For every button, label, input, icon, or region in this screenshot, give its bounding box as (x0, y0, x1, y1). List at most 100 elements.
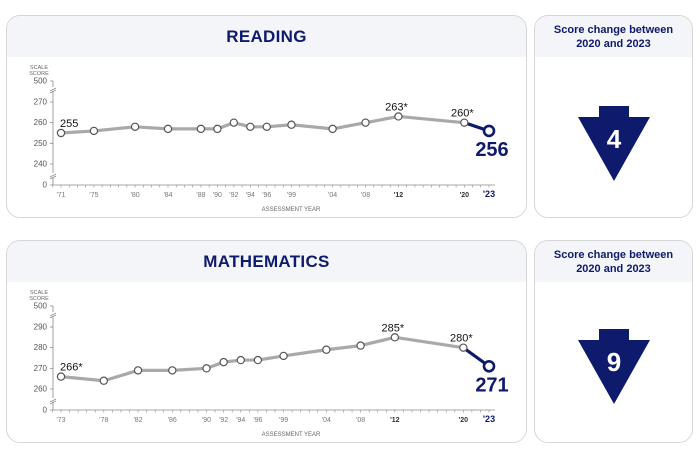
mathematics-change-value: 9 (606, 347, 620, 377)
reading-chart-card: READING SCALE SCORE 0 240 250 260 270 500 '71 '75… (6, 15, 527, 218)
data-point (322, 345, 331, 354)
data-point (56, 372, 66, 381)
x-tick-label: '86 (168, 417, 177, 424)
trend-line (60, 114, 465, 135)
trend-line (60, 335, 464, 383)
reading-title: READING (7, 16, 526, 57)
svg-text:SCORE: SCORE (29, 296, 49, 302)
data-point (163, 124, 173, 134)
y-tick-label: 240 (34, 160, 48, 169)
data-point (89, 126, 99, 136)
mathematics-change-card: Score change between 2020 and 2023 9 (534, 240, 693, 443)
y-tick-label: 280 (34, 343, 48, 352)
data-point (262, 122, 271, 132)
x-tick-label: '99 (287, 192, 296, 199)
x-tick-label: '84 (163, 192, 172, 199)
data-point (219, 357, 228, 367)
data-point (390, 333, 400, 342)
x-axis-label: ASSESSMENT YEAR (262, 207, 321, 213)
mathematics-title: MATHEMATICS (7, 241, 526, 282)
y-tick-label: 290 (34, 323, 48, 332)
x-tick-label: '08 (356, 417, 365, 424)
data-point (482, 359, 496, 373)
score-label: 285* (382, 322, 405, 334)
y-tick-label: 250 (34, 139, 48, 148)
y-axis-label: SCALE (30, 290, 48, 296)
x-tick-label: '20 (460, 192, 470, 199)
x-tick-label: '73 (56, 417, 65, 424)
data-point (196, 124, 206, 134)
score-label: 260* (451, 108, 474, 120)
y-tick-label: 500 (34, 77, 48, 86)
data-point (229, 118, 239, 127)
reading-change-title: Score change between 2020 and 2023 (535, 16, 692, 57)
x-tick-label: '71 (56, 192, 65, 199)
reading-change-value: 4 (606, 124, 621, 154)
mathematics-change-title: Score change between 2020 and 2023 (535, 241, 692, 282)
data-point (328, 124, 337, 134)
data-point (246, 122, 255, 132)
data-point (99, 376, 109, 385)
x-tick-label: '78 (99, 417, 108, 424)
x-tick-label: '92 (229, 192, 238, 199)
y-tick-label: 270 (34, 364, 48, 373)
data-point (394, 112, 403, 121)
data-point (202, 364, 211, 373)
data-point (168, 366, 177, 375)
x-tick-label: '82 (133, 417, 142, 424)
data-point (236, 355, 245, 365)
x-tick-label: '99 (279, 417, 288, 424)
down-arrow-icon: 4 (577, 106, 650, 181)
data-point (56, 128, 66, 138)
x-tick-label: '12 (394, 192, 404, 199)
x-tick-label: '90 (202, 417, 211, 424)
x-tick-label: '90 (213, 192, 222, 199)
data-point (460, 118, 469, 127)
y-tick-label: 270 (34, 98, 48, 107)
x-tick-label: '20 (459, 417, 469, 424)
svg-text:SCORE: SCORE (29, 71, 49, 77)
mathematics-chart-card: MATHEMATICS SCALE SCORE 0 260 270 280 290 500 '7… (6, 240, 527, 443)
x-tick-label: '94 (246, 192, 255, 199)
data-point (356, 341, 365, 350)
data-point (459, 343, 468, 352)
latest-score-label: 256 (475, 139, 508, 161)
x-tick-label: '92 (219, 417, 228, 424)
down-arrow-icon: 9 (577, 329, 650, 404)
x-tick-label: '04 (322, 417, 331, 424)
data-point (279, 351, 288, 361)
y-tick-label: 0 (43, 406, 48, 415)
x-tick-label: '80 (131, 192, 140, 199)
x-tick-label: '88 (196, 192, 205, 199)
data-point (130, 122, 140, 132)
y-tick-label: 260 (34, 385, 48, 394)
x-tick-label: '75 (89, 192, 98, 199)
x-tick-label: '23 (483, 189, 495, 199)
score-label: 255 (60, 118, 78, 130)
x-tick-label: '23 (483, 414, 495, 424)
x-tick-label: '96 (262, 192, 271, 199)
x-tick-label: '12 (390, 417, 400, 424)
y-tick-label: 500 (34, 302, 48, 311)
latest-score-label: 271 (475, 374, 508, 396)
x-tick-label: '08 (361, 192, 370, 199)
x-tick-label: '94 (236, 417, 245, 424)
y-tick-label: 0 (43, 181, 48, 190)
data-point (213, 124, 222, 134)
data-point (253, 355, 263, 365)
data-point (482, 124, 496, 138)
data-point (133, 366, 143, 375)
y-tick-label: 260 (34, 118, 48, 127)
score-label: 266* (60, 362, 83, 374)
score-label: 280* (450, 333, 473, 345)
reading-change-card: Score change between 2020 and 2023 4 (534, 15, 693, 218)
x-axis-label: ASSESSMENT YEAR (262, 432, 321, 438)
score-label: 263* (385, 101, 408, 113)
x-tick-label: '96 (253, 417, 262, 424)
data-point (287, 120, 296, 129)
y-axis-label: SCALE (30, 65, 48, 71)
x-tick-label: '04 (328, 192, 337, 199)
data-point (361, 118, 370, 127)
